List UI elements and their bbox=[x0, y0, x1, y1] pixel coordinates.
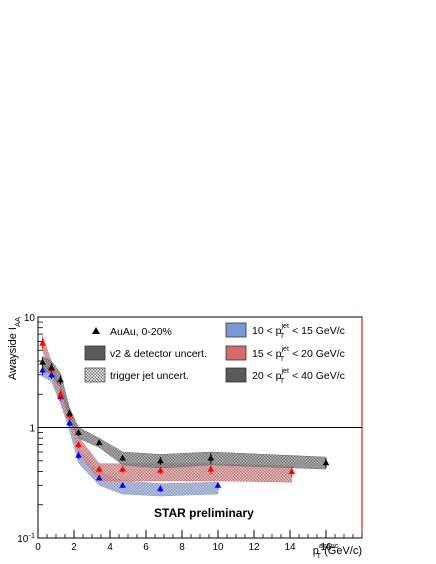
y-tick-label: 10-1 bbox=[17, 531, 35, 545]
series-0-point bbox=[39, 366, 46, 373]
x-tick-label: 14 bbox=[284, 542, 296, 553]
series-0-point bbox=[66, 419, 73, 426]
series-2-point bbox=[75, 429, 82, 436]
y-tick-label: 10 bbox=[24, 313, 36, 324]
series-1-point bbox=[288, 468, 296, 474]
x-tick-label: 4 bbox=[107, 542, 113, 553]
axes: 0 2 4 6 8 10 12 14 16 10-1 1 10 passoc T (GeV/c) Aways… bbox=[7, 313, 363, 560]
uncertainty-bands bbox=[42, 335, 327, 497]
data-points bbox=[39, 338, 330, 493]
series-0-point bbox=[214, 481, 222, 488]
legend-left-label: AuAu, 0-20% bbox=[110, 326, 172, 338]
series-2-point bbox=[157, 457, 164, 464]
x-tick-label: 6 bbox=[143, 542, 149, 553]
series-2-band-hatch bbox=[42, 356, 326, 470]
x-tick-label: 10 bbox=[212, 542, 224, 553]
legend-left-marker bbox=[92, 327, 100, 334]
series-0-point bbox=[48, 371, 55, 378]
series-1-point bbox=[95, 465, 103, 472]
x-tick-label: 16 bbox=[320, 542, 332, 553]
x-axis-title: passoc T (GeV/c) bbox=[313, 541, 362, 560]
x-tick-label: 8 bbox=[179, 542, 185, 553]
series-2-point bbox=[119, 454, 126, 461]
series-1-point bbox=[75, 441, 82, 448]
series-2-point bbox=[57, 376, 64, 383]
legend-right-label: 15 < pjet T < 20 GeV/c bbox=[252, 346, 345, 363]
series-1-point bbox=[57, 390, 64, 397]
legend-right-label: 10 < pjet T < 15 GeV/c bbox=[252, 323, 345, 340]
legend-left-label: v2 & detector uncert. bbox=[110, 348, 207, 360]
series-2-point bbox=[48, 364, 55, 370]
y-axis-title: Awayside IAA bbox=[7, 317, 22, 380]
x-tick-label: 2 bbox=[71, 542, 77, 553]
x-tick-label: 0 bbox=[35, 542, 41, 553]
legend-left-hatch bbox=[84, 367, 106, 383]
series-2-point bbox=[207, 454, 215, 461]
series-1-point bbox=[119, 465, 126, 472]
series-1-point bbox=[39, 339, 46, 346]
legend-right-label: 20 < pjet T < 40 GeV/c bbox=[252, 368, 345, 385]
series-2-point bbox=[39, 358, 46, 365]
series-0-point bbox=[75, 452, 82, 458]
series-0-point bbox=[95, 474, 103, 481]
series-2-point bbox=[95, 439, 103, 446]
series-1-point bbox=[207, 465, 215, 472]
y-tick-label: 1 bbox=[29, 424, 35, 435]
legend-right-box bbox=[225, 345, 247, 361]
series-1-point bbox=[157, 466, 164, 473]
legend-left-label: trigger jet uncert. bbox=[110, 370, 189, 382]
x-tick-label: 12 bbox=[248, 542, 260, 553]
series-2-point bbox=[66, 409, 73, 416]
legend-right-box bbox=[225, 367, 247, 383]
legend: AuAu, 0-20% v2 & detector uncert. trigger … bbox=[84, 322, 345, 385]
series-1-band-hatch bbox=[42, 335, 292, 483]
legend-right-box bbox=[225, 322, 247, 338]
series-0-point bbox=[119, 481, 126, 488]
annotation-star-preliminary: STAR preliminary bbox=[154, 506, 254, 520]
series-2-point bbox=[322, 459, 330, 466]
series-0-point bbox=[157, 485, 164, 492]
legend-left-box bbox=[84, 345, 106, 361]
